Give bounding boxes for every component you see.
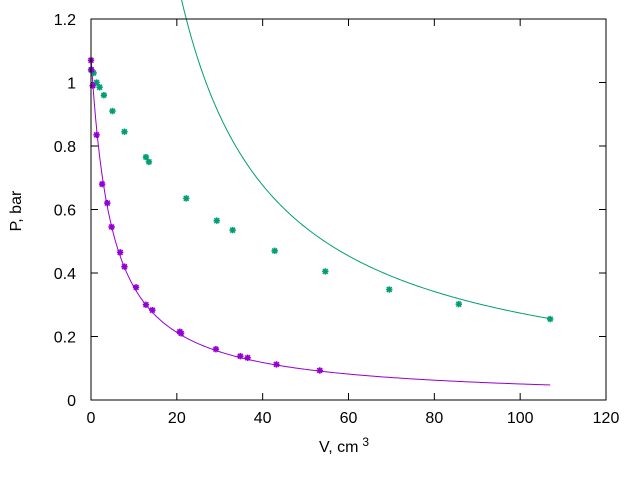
data-point-series-1 [455, 300, 462, 308]
y-tick-label: 1.2 [54, 12, 76, 29]
data-point-series-2 [108, 223, 115, 231]
data-point-series-1 [183, 195, 190, 202]
data-point-series-1 [145, 158, 153, 166]
data-point-series-1 [271, 247, 278, 254]
x-tick-label: 120 [593, 410, 620, 427]
x-axis-label-superscript: 3 [362, 435, 369, 449]
y-tick-label: 0 [67, 393, 76, 410]
x-tick-label: 60 [340, 410, 358, 427]
y-tick-label: 0.2 [54, 330, 76, 347]
data-point-series-2 [316, 367, 323, 374]
y-tick-label: 0.4 [54, 266, 76, 283]
data-point-series-2 [244, 354, 251, 361]
data-point-series-2 [104, 199, 111, 207]
fit-curve-2 [90, 56, 551, 386]
data-point-series-1 [229, 226, 236, 234]
data-point-series-2 [89, 82, 96, 89]
data-point-series-2 [149, 306, 156, 314]
fit-curves [90, 0, 551, 386]
data-point-series-1 [109, 107, 116, 115]
data-point-series-2 [93, 131, 100, 139]
data-point-series-1 [96, 84, 103, 91]
data-point-series-1 [121, 128, 128, 135]
data-points [87, 57, 554, 374]
x-tick-label: 100 [507, 410, 534, 427]
x-axis-ticks: 0 20 40 60 80 100 120 [87, 19, 620, 427]
x-tick-label: 80 [425, 410, 443, 427]
data-point-series-2 [121, 263, 128, 270]
x-tick-label: 20 [168, 410, 186, 427]
data-point-series-1 [386, 286, 393, 293]
data-point-series-2 [212, 346, 220, 353]
data-point-series-1 [142, 153, 150, 161]
data-point-series-1 [322, 268, 329, 275]
y-tick-label: 0.8 [54, 139, 76, 156]
y-axis-label: P, bar [8, 190, 25, 231]
data-point-series-2 [98, 180, 106, 188]
data-point-series-1 [213, 217, 220, 224]
plot-frame [90, 18, 607, 401]
x-tick-label: 40 [254, 410, 272, 427]
data-point-series-2 [273, 361, 280, 368]
data-point-series-1 [100, 91, 108, 99]
y-tick-label: 0.6 [54, 203, 76, 220]
x-axis-label-text: V, cm [319, 439, 358, 456]
y-axis-ticks: 0 0.2 0.4 0.6 0.8 1 1.2 [54, 12, 606, 410]
data-point-series-2 [142, 301, 150, 308]
x-axis-label: V, cm 3 [319, 435, 369, 456]
data-point-series-2 [237, 352, 244, 360]
data-point-series-1 [547, 315, 554, 323]
y-tick-label: 1 [67, 76, 76, 93]
fit-curve-1 [181, 0, 551, 320]
x-tick-label: 0 [87, 410, 96, 427]
data-point-series-2 [177, 330, 185, 337]
data-point-series-2 [116, 249, 124, 256]
data-point-series-2 [132, 284, 140, 291]
